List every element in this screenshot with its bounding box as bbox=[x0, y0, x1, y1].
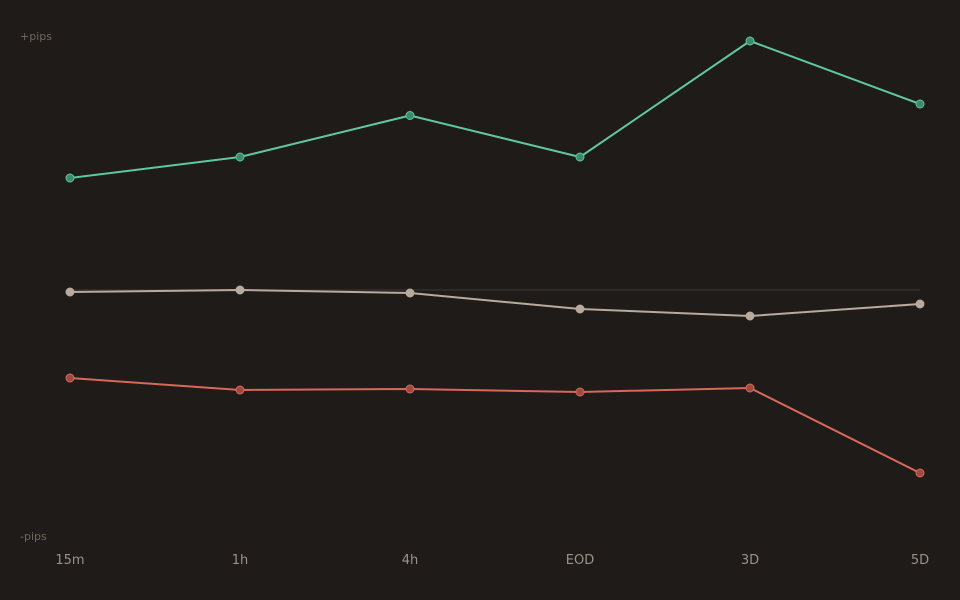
series-line-2 bbox=[69, 289, 921, 317]
x-tick-label: 3D bbox=[741, 553, 759, 568]
data-point[interactable] bbox=[745, 36, 755, 46]
series-line-3 bbox=[69, 377, 921, 474]
x-tick-label: EOD bbox=[566, 553, 594, 568]
x-tick-label: 4h bbox=[402, 553, 419, 568]
x-axis-ticks: 15m 1h 4h EOD 3D 5D bbox=[55, 553, 929, 568]
data-point[interactable] bbox=[915, 468, 925, 478]
x-tick-label: 5D bbox=[911, 553, 929, 568]
data-point[interactable] bbox=[915, 299, 925, 309]
data-point[interactable] bbox=[405, 288, 415, 298]
series-line-1 bbox=[69, 40, 921, 179]
data-point[interactable] bbox=[575, 387, 585, 397]
data-point[interactable] bbox=[915, 99, 925, 109]
data-point[interactable] bbox=[745, 383, 755, 393]
data-point[interactable] bbox=[575, 152, 585, 162]
series-layer bbox=[65, 36, 925, 478]
data-point[interactable] bbox=[65, 373, 75, 383]
data-point[interactable] bbox=[405, 384, 415, 394]
data-point[interactable] bbox=[745, 311, 755, 321]
x-tick-label: 1h bbox=[232, 553, 249, 568]
data-point[interactable] bbox=[65, 173, 75, 183]
series-1 bbox=[65, 36, 925, 183]
y-axis-top-label: +pips bbox=[20, 30, 52, 43]
data-point[interactable] bbox=[405, 111, 415, 120]
series-2 bbox=[65, 285, 925, 321]
data-point[interactable] bbox=[235, 285, 245, 295]
x-tick-label: 15m bbox=[55, 553, 84, 568]
data-point[interactable] bbox=[65, 287, 75, 297]
y-axis-bottom-label: -pips bbox=[20, 530, 47, 543]
data-point[interactable] bbox=[575, 304, 585, 314]
data-point[interactable] bbox=[235, 152, 245, 162]
series-3 bbox=[65, 373, 925, 478]
data-point[interactable] bbox=[235, 385, 245, 395]
